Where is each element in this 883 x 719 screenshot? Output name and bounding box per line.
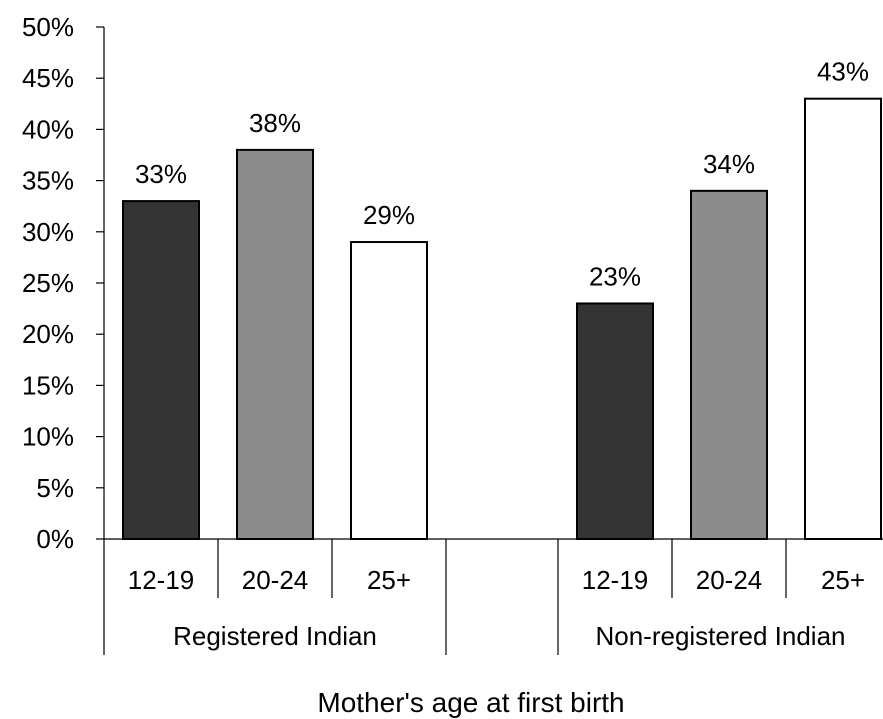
x-axis-title: Mother's age at first birth bbox=[317, 687, 624, 718]
y-tick-label: 45% bbox=[22, 63, 74, 93]
value-label: 34% bbox=[703, 149, 755, 179]
value-label: 33% bbox=[135, 159, 187, 189]
bar bbox=[236, 148, 314, 540]
y-tick-label: 25% bbox=[22, 268, 74, 298]
y-tick-label: 40% bbox=[22, 114, 74, 144]
y-tick-label: 20% bbox=[22, 319, 74, 349]
x-group-label: Non-registered Indian bbox=[595, 621, 845, 651]
bar bbox=[350, 241, 428, 540]
y-tick-label: 15% bbox=[22, 370, 74, 400]
x-group-label: Registered Indian bbox=[173, 621, 377, 651]
x-category-label: 20-24 bbox=[242, 565, 309, 595]
value-label: 29% bbox=[363, 200, 415, 230]
y-tick-label: 0% bbox=[36, 524, 74, 554]
y-tick-label: 5% bbox=[36, 473, 74, 503]
y-tick-label: 35% bbox=[22, 166, 74, 196]
x-axis: 12-19 20-24 25+ Registered Indian 12-19 20-24… bbox=[103, 538, 883, 655]
bar bbox=[804, 97, 882, 541]
bar bbox=[690, 189, 768, 540]
value-labels: 33% 38% 29% 23% 34% 43% bbox=[135, 57, 869, 292]
x-category-label: 12-19 bbox=[128, 565, 195, 595]
y-tick-label: 10% bbox=[22, 422, 74, 452]
bars bbox=[122, 97, 882, 541]
value-label: 23% bbox=[589, 261, 641, 291]
value-label: 43% bbox=[817, 57, 869, 87]
x-category-label: 12-19 bbox=[582, 565, 649, 595]
y-tick-label: 50% bbox=[22, 12, 74, 42]
bar bbox=[576, 302, 654, 541]
x-category-label: 20-24 bbox=[696, 565, 763, 595]
bar bbox=[122, 200, 200, 541]
x-category-label: 25+ bbox=[367, 565, 411, 595]
y-axis: 0% 5% 10% 15% 20% 25% 30% 35% 40% 45% 50% bbox=[22, 12, 105, 554]
value-label: 38% bbox=[249, 108, 301, 138]
y-tick-label: 30% bbox=[22, 217, 74, 247]
x-category-label: 25+ bbox=[821, 565, 865, 595]
